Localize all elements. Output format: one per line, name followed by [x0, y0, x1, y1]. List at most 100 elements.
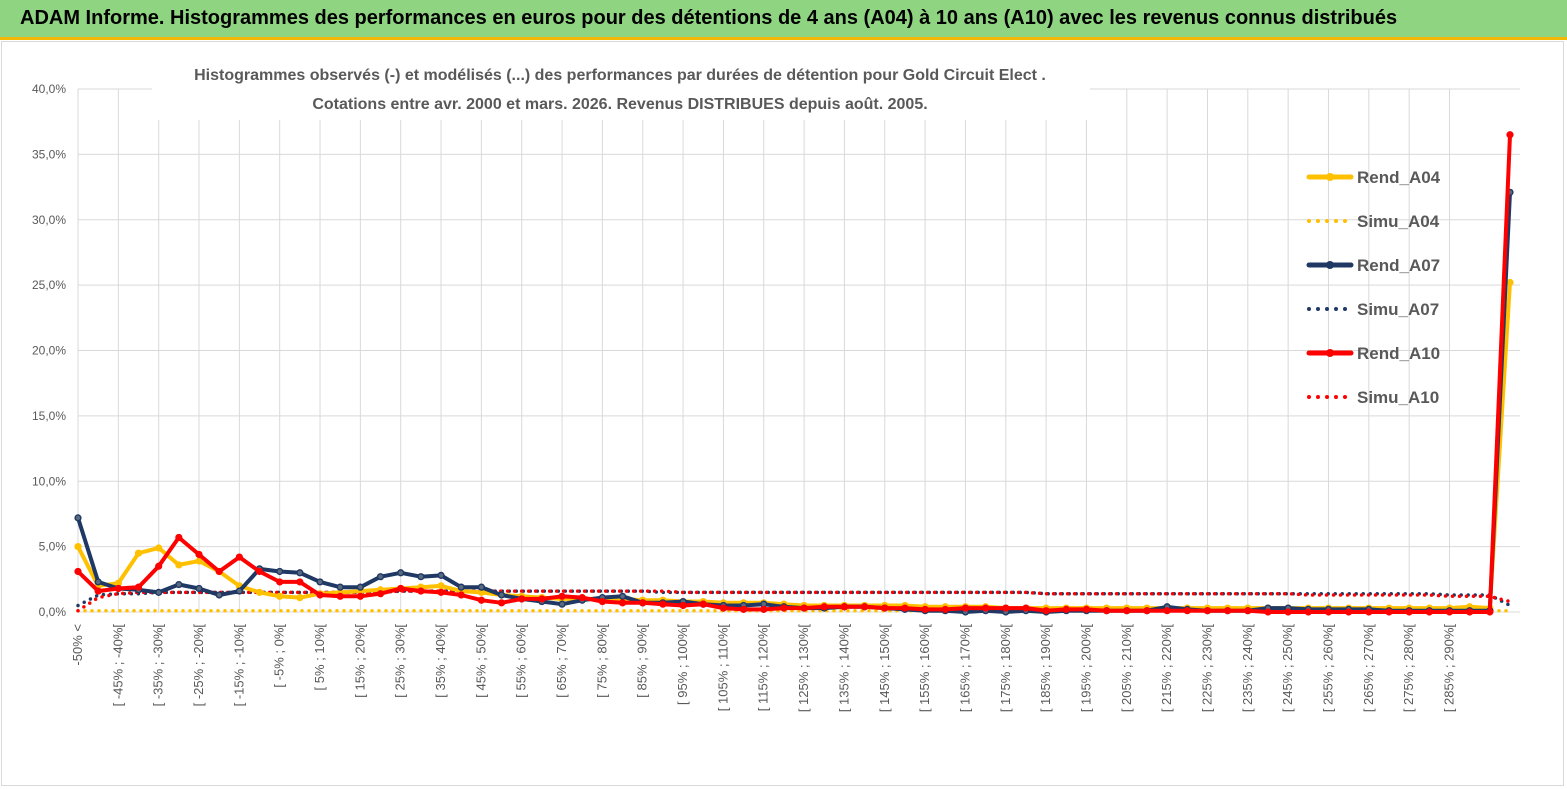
x-tick-label: [ 125% ; 130%[ — [796, 624, 811, 713]
data-point-rend-a07 — [75, 515, 81, 521]
x-tick-label: [ 235% ; 240%[ — [1240, 624, 1255, 713]
data-point-rend-a07 — [418, 574, 424, 579]
x-tick-label: [ 215% ; 220%[ — [1159, 624, 1174, 713]
x-tick-label: [ 155% ; 160%[ — [917, 624, 932, 713]
y-tick-label: 0,0% — [39, 605, 67, 619]
x-tick-label: [ 185% ; 190%[ — [1038, 624, 1053, 713]
data-point-rend-a10 — [618, 599, 627, 607]
data-point-rend-a04 — [74, 543, 82, 551]
x-tick-label: [ 85% ; 90%[ — [635, 624, 650, 698]
x-tick-label: [ 75% ; 80%[ — [594, 624, 609, 698]
data-point-rend-a10 — [1244, 607, 1252, 615]
data-point-rend-a07 — [499, 592, 504, 598]
data-point-rend-a10 — [74, 567, 82, 576]
x-tick-label: [ 115% ; 120%[ — [756, 624, 771, 712]
data-point-rend-a04 — [195, 557, 203, 565]
data-point-rend-a10 — [1466, 608, 1474, 616]
x-tick-label: [ 275% ; 280%[ — [1401, 624, 1416, 713]
report-banner: ADAM Informe. Histogrammes des performan… — [0, 0, 1567, 40]
legend-marker-rend-a07 — [1326, 261, 1334, 269]
x-tick-label: [ 5% ; 10%[ — [312, 624, 327, 691]
data-point-rend-a10 — [175, 533, 183, 542]
x-tick-label: [ 55% ; 60%[ — [514, 624, 529, 698]
data-point-rend-a10 — [860, 603, 869, 611]
legend-label-simu-a10: Simu_A10 — [1357, 388, 1439, 407]
gridlines — [77, 88, 1520, 613]
y-axis: 0,0% 5,0% 10,0% 15,0% 20,0% 25,0% 30,0% 35,0% 40… — [32, 82, 66, 619]
x-tick-label: [ 65% ; 70%[ — [554, 624, 569, 698]
data-point-rend-a10 — [1123, 607, 1131, 615]
data-point-rend-a10 — [518, 595, 526, 603]
data-point-rend-a10 — [1103, 607, 1111, 615]
data-point-rend-a04 — [255, 588, 264, 596]
report-title: ADAM Informe. Histogrammes des performan… — [20, 7, 1398, 29]
data-point-rend-a10 — [134, 583, 143, 591]
data-point-rend-a07 — [196, 586, 202, 591]
data-point-rend-a10 — [760, 605, 768, 613]
data-point-rend-a04 — [175, 561, 183, 569]
data-point-rend-a10 — [578, 594, 586, 602]
data-point-rend-a07 — [358, 584, 363, 590]
data-point-rend-a10 — [1324, 608, 1333, 616]
data-point-rend-a10 — [699, 600, 707, 608]
data-point-rend-a10 — [639, 599, 647, 607]
data-point-rend-a10 — [417, 587, 425, 595]
x-tick-label: [ 195% ; 200%[ — [1078, 624, 1093, 713]
x-tick-label: [ -15% ; -10%[ — [231, 624, 246, 707]
data-point-rend-a04 — [437, 582, 445, 590]
data-point-rend-a10 — [296, 578, 304, 586]
x-tick-label: [ 135% ; 140%[ — [836, 624, 851, 713]
y-tick-label: 40,0% — [32, 82, 66, 96]
legend-label-rend-a07: Rend_A07 — [1357, 256, 1440, 275]
data-point-rend-a07 — [95, 579, 101, 585]
data-point-rend-a10 — [1163, 607, 1171, 615]
chart-title-line1: Histogrammes observés (-) et modélisés (… — [194, 67, 1046, 84]
data-point-rend-a07 — [559, 601, 565, 607]
data-point-rend-a10 — [1405, 608, 1413, 616]
y-tick-label: 35,0% — [32, 147, 66, 161]
data-point-rend-a04 — [134, 549, 143, 557]
legend-marker-rend-a04 — [1326, 173, 1334, 181]
y-tick-label: 30,0% — [32, 213, 66, 227]
data-point-rend-a10 — [195, 550, 203, 559]
x-tick-label: [ 45% ; 50%[ — [473, 624, 488, 698]
legend-label-simu-a07: Simu_A07 — [1357, 300, 1439, 319]
data-point-rend-a10 — [719, 604, 728, 612]
x-tick-label: -50% < — [70, 624, 85, 666]
legend-label-rend-a04: Rend_A04 — [1357, 168, 1441, 187]
x-tick-label: [ 105% ; 110%[ — [715, 624, 730, 712]
data-point-rend-a10 — [457, 591, 465, 599]
data-point-rend-a10 — [276, 578, 284, 586]
data-point-rend-a10 — [800, 604, 808, 612]
data-point-rend-a07 — [620, 594, 625, 599]
data-point-rend-a10 — [941, 605, 949, 613]
data-point-rend-a10 — [497, 599, 506, 607]
data-point-rend-a10 — [477, 596, 485, 604]
data-point-rend-a10 — [397, 584, 405, 593]
data-point-rend-a04 — [114, 579, 122, 587]
x-tick-label: [ 175% ; 180%[ — [998, 624, 1013, 713]
data-point-rend-a10 — [1082, 605, 1091, 613]
data-point-rend-a10 — [679, 601, 687, 610]
series-line-rend-a07 — [76, 190, 1512, 614]
data-point-rend-a10 — [1143, 607, 1151, 615]
x-tick-label: [ 145% ; 150%[ — [877, 624, 892, 713]
chart-title-line2: Cotations entre avr. 2000 et mars. 2026.… — [312, 96, 927, 113]
x-tick-label: [ 265% ; 270%[ — [1361, 624, 1376, 713]
data-point-rend-a10 — [376, 590, 385, 598]
data-point-rend-a10 — [1365, 608, 1373, 616]
data-point-rend-a07 — [378, 574, 383, 579]
plot-series — [74, 131, 1514, 616]
data-point-rend-a10 — [780, 604, 788, 612]
series-line-rend-a04 — [76, 280, 1512, 611]
data-point-rend-a07 — [459, 584, 464, 590]
data-point-rend-a10 — [316, 591, 324, 599]
chart-title-background — [152, 56, 1090, 120]
data-point-rend-a10 — [1062, 605, 1070, 613]
x-tick-label: [ 15% ; 20%[ — [352, 624, 367, 698]
data-point-rend-a10 — [820, 603, 828, 611]
data-point-rend-a10 — [1022, 604, 1030, 612]
y-tick-label: 10,0% — [32, 474, 66, 488]
data-point-rend-a07 — [216, 592, 222, 598]
